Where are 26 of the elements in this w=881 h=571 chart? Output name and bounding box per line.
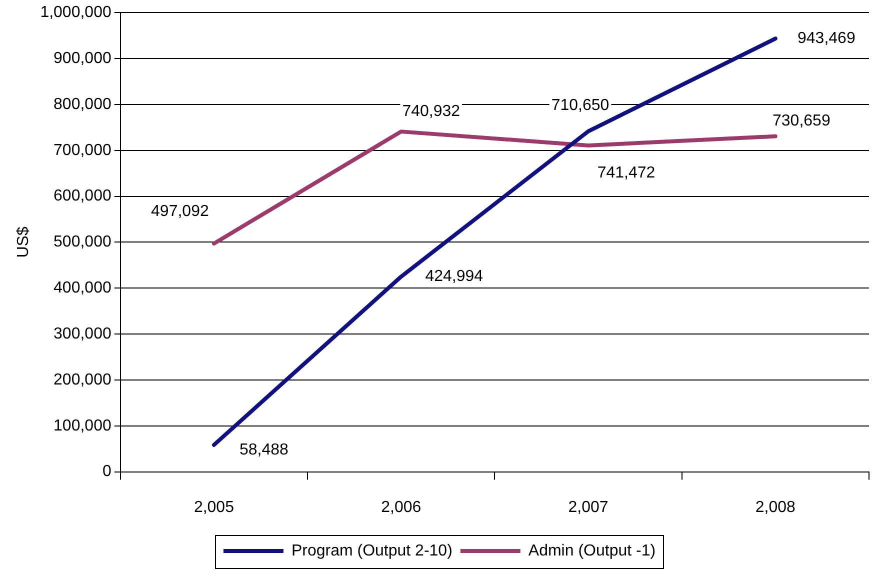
y-tick-label: 300,000 — [54, 325, 112, 342]
x-tick-label: 2,005 — [194, 498, 234, 516]
y-tick-label: 700,000 — [54, 142, 112, 159]
y-tick-label: 0 — [102, 463, 112, 480]
y-tick-label: 200,000 — [54, 371, 112, 388]
y-tick-label: 100,000 — [54, 417, 112, 434]
data-label: 710,650 — [551, 96, 610, 114]
y-tick-label: 500,000 — [54, 234, 112, 251]
x-tick-label: 2,008 — [755, 498, 796, 516]
data-label: 497,092 — [151, 202, 209, 220]
y-tick-label: 800,000 — [54, 96, 112, 113]
y-tick-label: 1,000,000 — [40, 4, 112, 22]
legend-label: Admin (Output -1) — [528, 542, 656, 560]
data-label: 740,932 — [402, 102, 460, 120]
y-tick-label: 900,000 — [54, 50, 112, 67]
x-tick-label: 2,006 — [381, 498, 422, 516]
y-axis-title: US$ — [15, 226, 32, 258]
data-label: 943,469 — [798, 30, 856, 47]
data-label: 730,659 — [772, 112, 830, 130]
y-tick-label: 600,000 — [54, 188, 112, 205]
data-label: 424,994 — [425, 268, 484, 286]
y-tick-label: 400,000 — [54, 280, 112, 297]
data-label: 741,472 — [597, 164, 656, 182]
legend-label: Program (Output 2-10) — [291, 542, 452, 560]
x-tick-label: 2,007 — [568, 498, 608, 516]
data-label: 58,488 — [239, 441, 289, 458]
